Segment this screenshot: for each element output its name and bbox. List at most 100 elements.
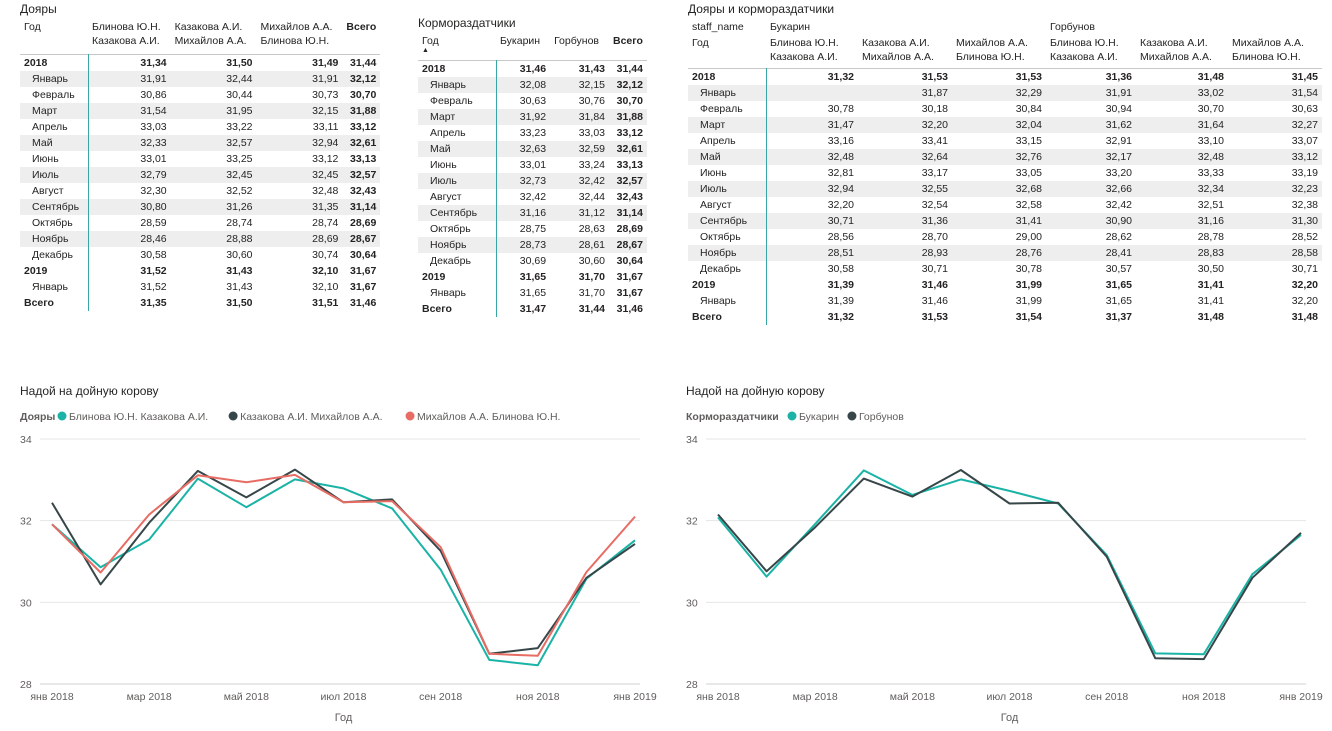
matrix-title: Дояры и кормораздатчики [688, 2, 835, 16]
cell-value: 32,58 [1015, 199, 1042, 211]
matrix-row: Сентябрь 31,16 31,12 31,14 [418, 205, 647, 221]
row-label: Апрель [688, 133, 767, 149]
cell-value: 28,61 [550, 237, 609, 253]
column-header[interactable]: Блинова Ю.Н. Казакова А.И. [88, 20, 171, 48]
row-label: Май [418, 141, 497, 157]
cell-value: 30,60 [226, 249, 253, 261]
row-header[interactable]: Год [20, 20, 88, 48]
row-label: Октябрь [688, 229, 767, 245]
column-header-line: Горбунов [554, 35, 599, 47]
matrix-row: Июнь 32,81 33,17 33,05 33,20 33,33 33,19 [688, 165, 1322, 181]
cell-value: 30,73 [312, 89, 339, 101]
cell-value: 31,52 [140, 265, 167, 277]
legend-item[interactable]: Блинова Ю.Н. Казакова А.И. [69, 411, 208, 423]
cell-value: 31,16 [1136, 213, 1228, 229]
column-header[interactable]: Казакова А.И. Михайлов А.А. [858, 36, 952, 64]
cell-value: 31,50 [226, 297, 253, 309]
matrix-row: Март 31,47 32,20 32,04 31,62 31,64 32,27 [688, 117, 1322, 133]
legend-item[interactable]: Михайлов А.А. Блинова Ю.Н. [417, 411, 560, 423]
series-line[interactable] [717, 469, 1302, 656]
cell-value: 30,63 [1291, 103, 1318, 115]
cell-value: 32,10 [312, 265, 339, 277]
cell-value: 30,70 [1197, 103, 1224, 115]
y-tick-label: 30 [686, 597, 698, 609]
matrix-row: Декабрь 30,69 30,60 30,64 [418, 253, 647, 269]
cell-value: 31,39 [827, 295, 854, 307]
total-column-header[interactable]: Всего [613, 35, 643, 47]
row-label: Январь [20, 71, 89, 87]
matrix-row: Август 32,30 32,52 32,48 32,43 [20, 183, 380, 199]
cell-value: 33,23 [519, 127, 547, 139]
cell-value: 31,32 [827, 311, 854, 323]
row-label: Сентябрь [688, 213, 767, 229]
column-header[interactable]: Михайлов А.А. Блинова Ю.Н. [1228, 36, 1322, 64]
cell-value: 28,59 [140, 217, 167, 229]
column-group-bukarin[interactable]: Букарин [770, 21, 811, 33]
series-line[interactable] [717, 469, 1302, 661]
cell-value: 31,84 [550, 109, 609, 125]
column-header-line: Блинова Ю.Н. [770, 37, 839, 49]
matrix-row: Ноябрь 28,46 28,88 28,69 28,67 [20, 231, 381, 247]
row-label: Август [20, 183, 89, 199]
row-label: Всего [688, 309, 767, 325]
matrix-row: Март 31,92 31,84 31,88 [418, 109, 647, 125]
cell-value: 32,51 [1197, 199, 1224, 211]
row-label: Сентябрь [20, 199, 89, 215]
x-tick-label: сен 2018 [1085, 691, 1128, 703]
cell-value: 28,52 [1291, 231, 1318, 243]
x-tick-label: мар 2018 [127, 691, 172, 703]
matrix-row: Январь 31,91 32,44 31,91 32,12 [20, 71, 381, 87]
matrix-row: Май 32,48 32,64 32,76 32,17 32,48 33,12 [688, 149, 1322, 165]
column-header[interactable]: Блинова Ю.Н. Казакова А.И. [766, 36, 858, 64]
row-header[interactable]: Год ▲ [418, 34, 496, 54]
cell-value: 31,43 [226, 265, 253, 277]
cell-value: 31,53 [952, 68, 1046, 85]
matrix-row: Апрель 33,03 33,22 33,11 33,12 [20, 119, 380, 135]
row-label: Апрель [418, 125, 497, 141]
column-header[interactable]: Михайлов А.А. Блинова Ю.Н. [257, 20, 343, 48]
cell-value: 32,91 [1105, 135, 1132, 147]
column-header[interactable]: Горбунов [550, 34, 609, 54]
chart-legend: Кормораздатчики Букарин Горбунов [686, 411, 904, 423]
row-total: 31,46 [350, 297, 377, 309]
matrix-row: Январь 32,08 32,15 32,12 [418, 77, 647, 93]
series-line[interactable] [51, 473, 636, 657]
legend-item[interactable]: Букарин [799, 411, 839, 423]
matrix-row: Октябрь 28,75 28,63 28,69 [418, 221, 647, 237]
legend-item[interactable]: Горбунов [859, 411, 904, 423]
series-line[interactable] [51, 477, 636, 667]
column-header[interactable]: Михайлов А.А. Блинова Ю.Н. [952, 36, 1046, 64]
legend-marker-icon [787, 411, 797, 421]
matrix-row: Сентябрь 30,71 31,36 31,41 30,90 31,16 31,30 [688, 213, 1322, 229]
column-group-gorbunov[interactable]: Горбунов [1050, 21, 1095, 33]
series-line[interactable] [51, 468, 636, 655]
matrix-table: staff_name Букарин Горбунов Год Блинова Ю.Н.… [688, 20, 1322, 325]
column-header-line: Блинова Ю.Н. [956, 51, 1025, 63]
cell-value: 33,03 [140, 121, 167, 133]
row-header[interactable]: Год [692, 37, 709, 49]
column-header-line: Михайлов А.А. [1232, 37, 1304, 49]
cell-value: 31,65 [1105, 295, 1132, 307]
row-label: Июль [20, 167, 89, 183]
row-label: Апрель [20, 119, 89, 135]
cell-value: 30,44 [226, 89, 253, 101]
cell-value: 32,45 [170, 167, 257, 183]
column-header[interactable]: Блинова Ю.Н. Казакова А.И. [1046, 36, 1136, 64]
column-header[interactable]: Букарин [496, 34, 550, 54]
sort-ascending-icon[interactable]: ▲ [422, 47, 429, 54]
cell-value: 32,15 [256, 103, 343, 119]
x-tick-label: ноя 2018 [516, 691, 560, 703]
cell-value: 31,36 [858, 213, 952, 229]
row-label: Март [20, 103, 89, 119]
cell-value: 31,65 [1105, 279, 1132, 291]
total-column-header[interactable]: Всего [346, 21, 377, 33]
row-label: Август [418, 189, 497, 205]
column-header[interactable]: Казакова А.И. Михайлов А.А. [171, 20, 257, 48]
row-total: 30,64 [350, 249, 377, 261]
cell-value: 32,59 [550, 141, 609, 157]
cell-value: 32,10 [312, 281, 339, 293]
legend-item[interactable]: Казакова А.И. Михайлов А.А. [240, 411, 382, 423]
column-header[interactable]: Казакова А.И. Михайлов А.А. [1136, 36, 1228, 64]
cell-value: 31,95 [170, 103, 257, 119]
x-tick-label: май 2018 [890, 691, 935, 703]
